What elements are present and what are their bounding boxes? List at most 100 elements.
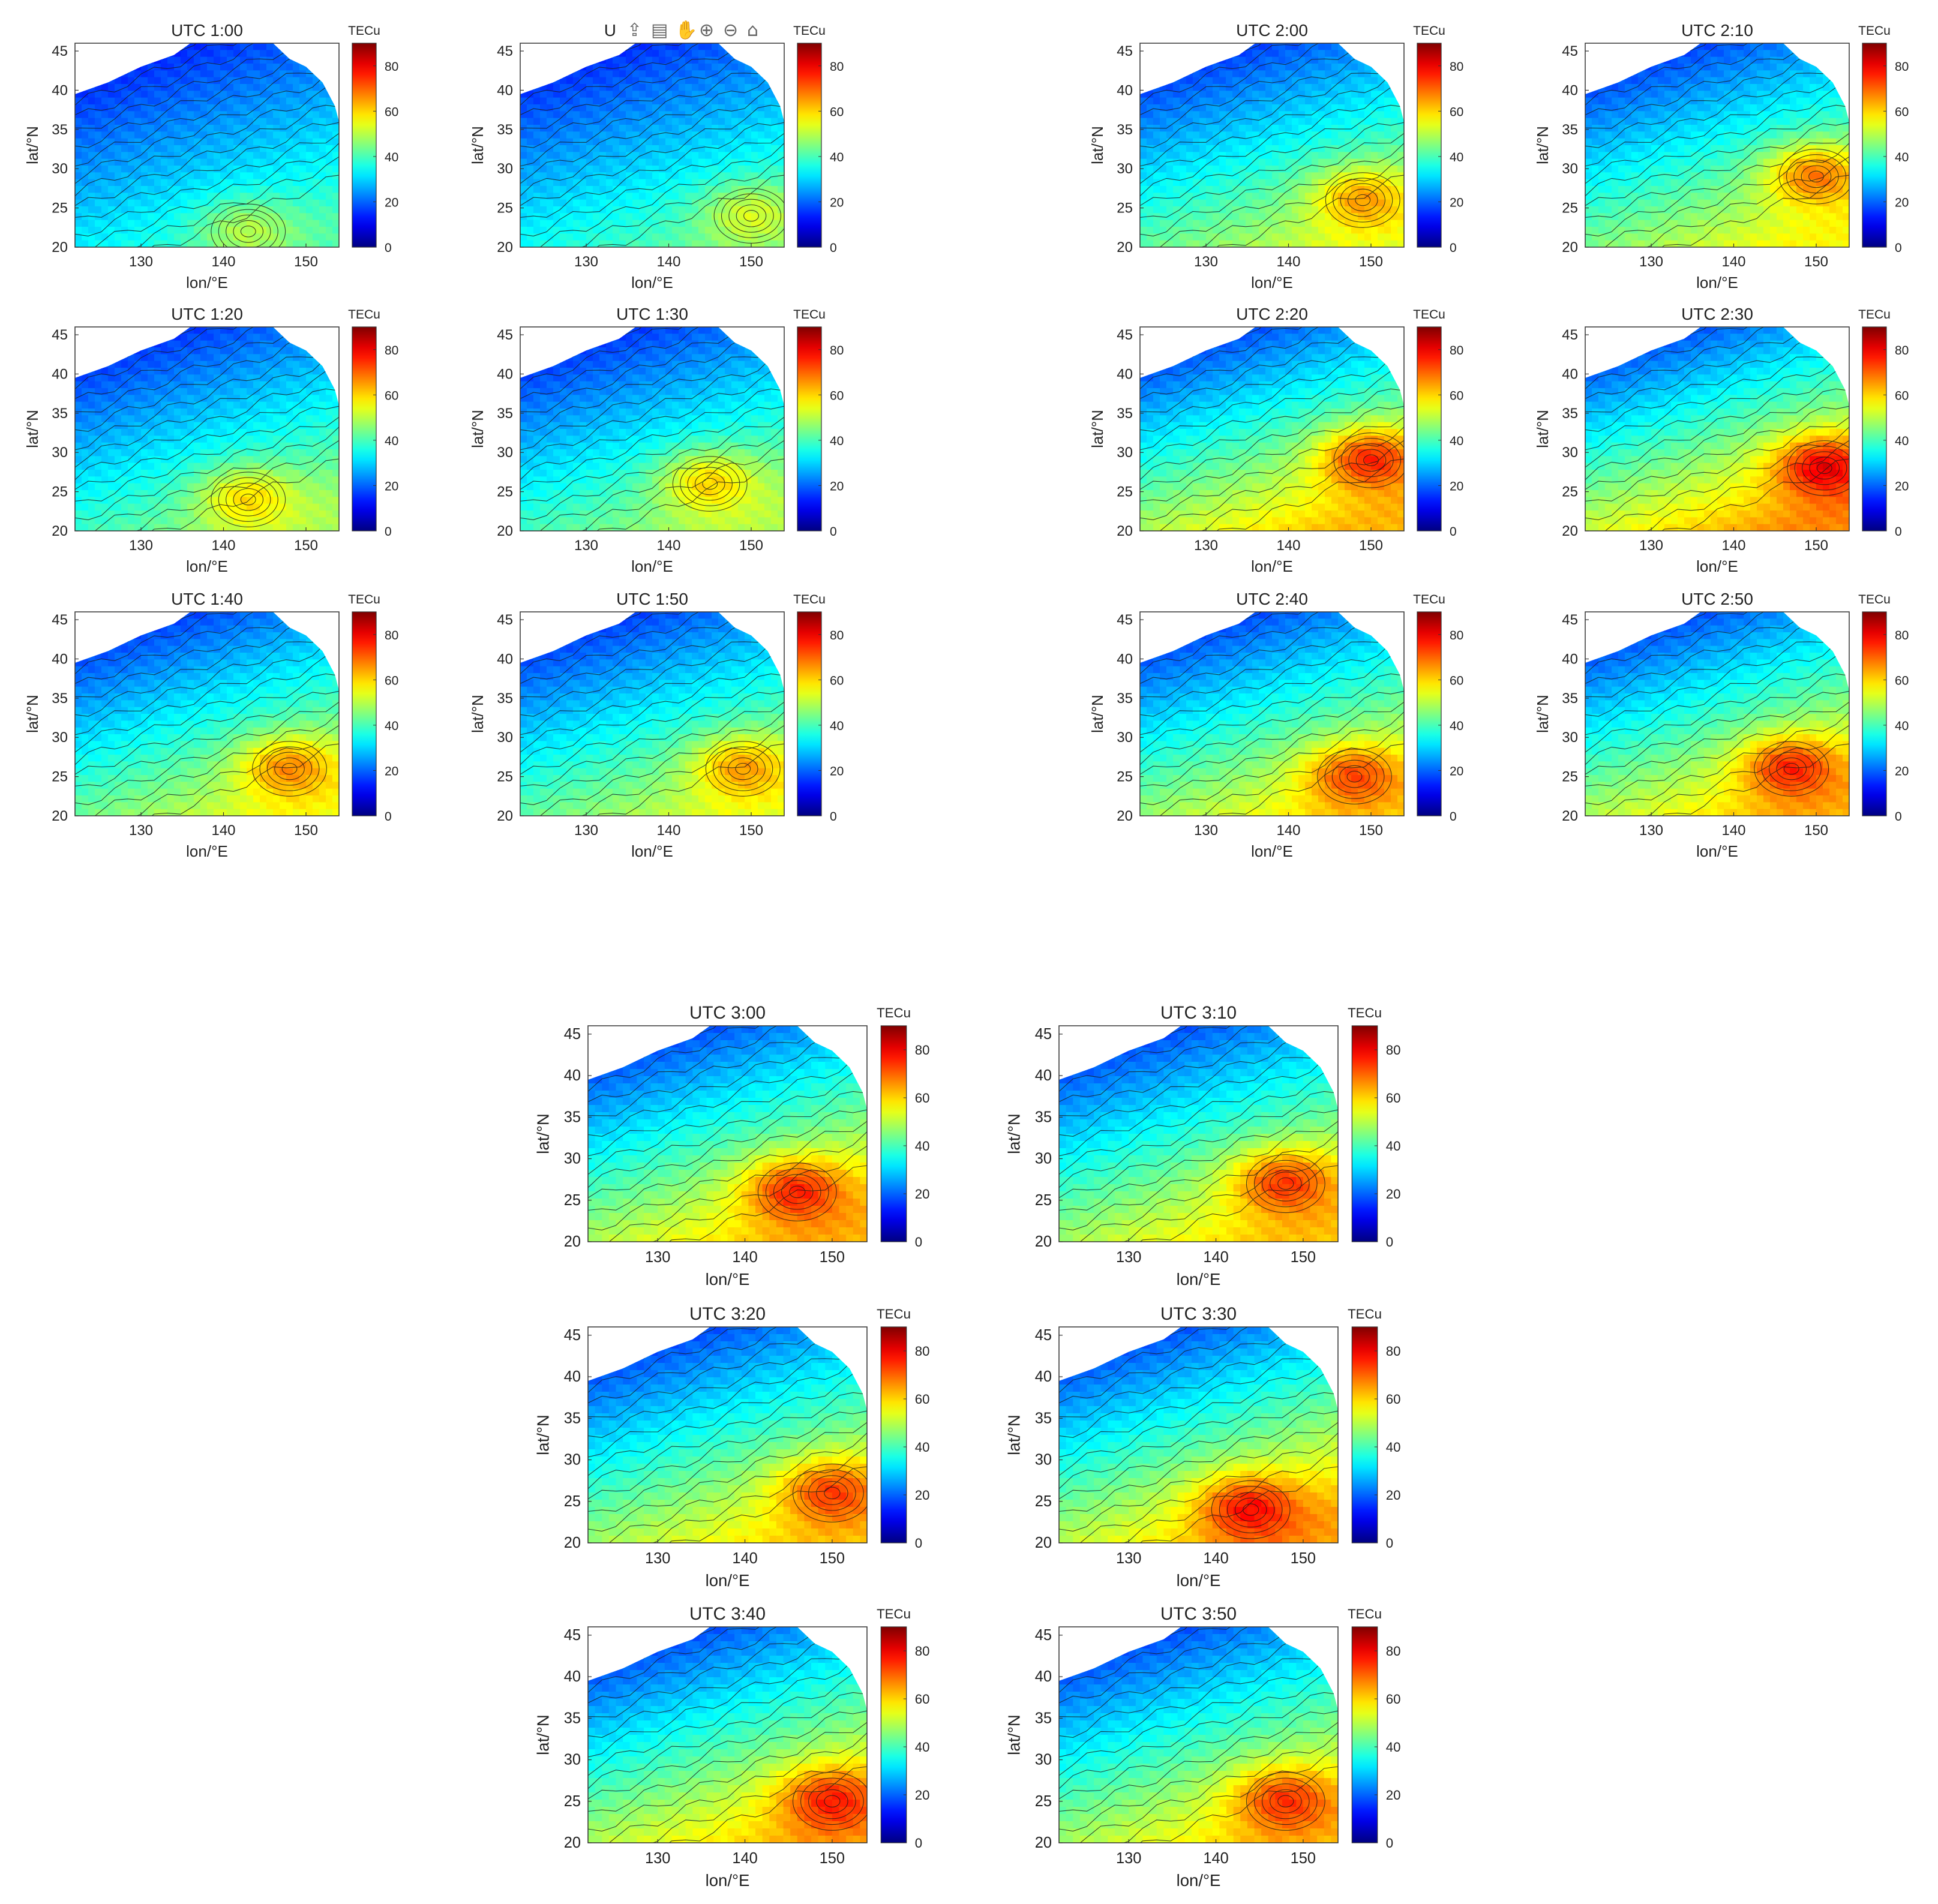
x-tick-label: 130 (1194, 254, 1218, 270)
colorbar-title: TECu (1348, 1307, 1382, 1322)
colorbar (1862, 611, 1887, 816)
colorbar-tick-label: 40 (1450, 719, 1463, 733)
export-icon[interactable]: ⇪ (627, 20, 642, 41)
colorbar (880, 1326, 907, 1543)
zoom-out-icon[interactable]: ⊖ (723, 20, 738, 41)
y-tick-label: 45 (1562, 327, 1578, 343)
panel-title: UTC 1:30 (616, 305, 688, 323)
y-axis-label: lat/°N (23, 410, 41, 448)
y-tick-label: 30 (497, 161, 513, 177)
y-tick-label: 25 (497, 484, 513, 500)
y-tick-label: 30 (497, 729, 513, 746)
y-axis-label: lat/°N (1088, 410, 1106, 448)
x-tick-label: 150 (1804, 537, 1828, 554)
y-tick-label: 35 (497, 690, 513, 707)
y-tick-label: 25 (1035, 1192, 1052, 1209)
axes-toolbar[interactable]: U ⇪ ▤ ✋ ⊕ ⊖ ⌂ (604, 19, 758, 41)
y-tick-label: 25 (564, 1793, 581, 1810)
y-axis-label: lat/°N (1534, 695, 1552, 733)
y-tick-label: 35 (1035, 1109, 1052, 1125)
x-axis-label: lon/°E (186, 274, 228, 292)
y-tick-label: 45 (1035, 1327, 1052, 1344)
x-tick-label: 150 (294, 254, 318, 270)
colorbar (1351, 1326, 1378, 1543)
colorbar-tick-label: 60 (830, 389, 844, 403)
colorbar-tick-label: 60 (385, 105, 398, 119)
panel-title: UTC 2:50 (1681, 590, 1753, 608)
x-axis-label: lon/°E (631, 842, 673, 860)
y-tick-label: 45 (52, 612, 68, 628)
toolbar-text: U (604, 21, 616, 40)
panel-title: UTC 2:30 (1681, 305, 1753, 323)
x-axis-label: lon/°E (1696, 274, 1738, 292)
axes-frame (1139, 43, 1405, 248)
axes-frame (1585, 43, 1850, 248)
axes-frame (587, 1626, 868, 1843)
y-tick-label: 35 (497, 122, 513, 138)
home-icon[interactable]: ⌂ (747, 20, 758, 41)
x-tick-label: 140 (732, 1249, 757, 1266)
x-axis-label: lon/°E (186, 557, 228, 575)
colorbar-title: TECu (877, 1005, 911, 1020)
y-tick-label: 30 (1035, 1452, 1052, 1468)
colorbar-tick-label: 20 (830, 764, 844, 778)
colorbar-title: TECu (348, 24, 380, 38)
colorbar-tick-label: 40 (915, 1440, 930, 1455)
axes-frame (587, 1025, 868, 1242)
colorbar-tick-label: 40 (1895, 434, 1909, 448)
y-tick-label: 45 (1035, 1026, 1052, 1043)
brush-icon[interactable]: ▤ (651, 20, 668, 41)
y-tick-label: 45 (564, 1327, 581, 1344)
x-tick-label: 150 (1291, 1249, 1316, 1266)
y-tick-label: 20 (1117, 523, 1133, 539)
y-tick-label: 25 (1562, 484, 1578, 500)
y-tick-label: 25 (52, 769, 68, 785)
colorbar-tick-label: 0 (385, 241, 392, 255)
x-axis-label: lon/°E (706, 1270, 750, 1289)
x-tick-label: 150 (294, 822, 318, 839)
colorbar-tick-label: 80 (1895, 60, 1909, 74)
x-axis-label: lon/°E (186, 842, 228, 860)
panel-title: UTC 2:00 (1236, 21, 1308, 40)
x-tick-label: 130 (129, 537, 153, 554)
colorbar-tick-label: 40 (915, 1740, 930, 1755)
y-tick-label: 20 (1562, 239, 1578, 256)
tec-panel: UTC 3:00 130 140 150 20 25 30 35 40 45 lon/°E lat/°… (533, 1003, 930, 1289)
axes-frame (1058, 1025, 1339, 1242)
colorbar-title: TECu (1413, 24, 1445, 38)
x-tick-label: 140 (1203, 1249, 1228, 1266)
y-tick-label: 30 (52, 729, 68, 746)
y-tick-label: 40 (1035, 1067, 1052, 1084)
x-tick-label: 150 (820, 1850, 845, 1867)
y-tick-label: 35 (1562, 406, 1578, 422)
colorbar-tick-label: 80 (1386, 1043, 1401, 1058)
y-tick-label: 25 (52, 200, 68, 217)
x-tick-label: 140 (1721, 254, 1745, 270)
x-tick-label: 140 (1203, 1850, 1228, 1867)
colorbar (880, 1626, 907, 1843)
y-tick-label: 30 (564, 1752, 581, 1768)
x-axis-label: lon/°E (631, 557, 673, 575)
zoom-in-icon[interactable]: ⊕ (699, 20, 714, 41)
y-axis-label: lat/°N (469, 410, 487, 448)
x-tick-label: 130 (1194, 537, 1218, 554)
y-tick-label: 20 (1562, 808, 1578, 824)
x-tick-label: 140 (1721, 537, 1745, 554)
x-tick-label: 150 (739, 254, 763, 270)
colorbar-tick-label: 80 (385, 344, 398, 358)
colorbar-tick-label: 40 (915, 1139, 930, 1154)
x-tick-label: 140 (732, 1850, 757, 1867)
tec-panel: UTC 3:10 130 140 150 20 25 30 35 40 45 lon/°E lat/°… (1004, 1003, 1401, 1289)
colorbar (352, 326, 377, 531)
y-tick-label: 40 (1562, 651, 1578, 667)
colorbar-tick-label: 20 (385, 196, 398, 209)
y-tick-label: 40 (1117, 651, 1133, 667)
y-tick-label: 40 (52, 651, 68, 667)
y-tick-label: 35 (1117, 690, 1133, 707)
colorbar-title: TECu (1858, 308, 1891, 322)
tec-panel: UTC 2:20 130 140 150 20 25 30 35 40 45 lon/°E lat/°… (1088, 305, 1463, 575)
colorbar-tick-label: 40 (1895, 151, 1909, 164)
panel-title: UTC 2:20 (1236, 305, 1308, 323)
colorbar-tick-label: 40 (1386, 1139, 1401, 1154)
pan-icon[interactable]: ✋ (675, 19, 697, 41)
